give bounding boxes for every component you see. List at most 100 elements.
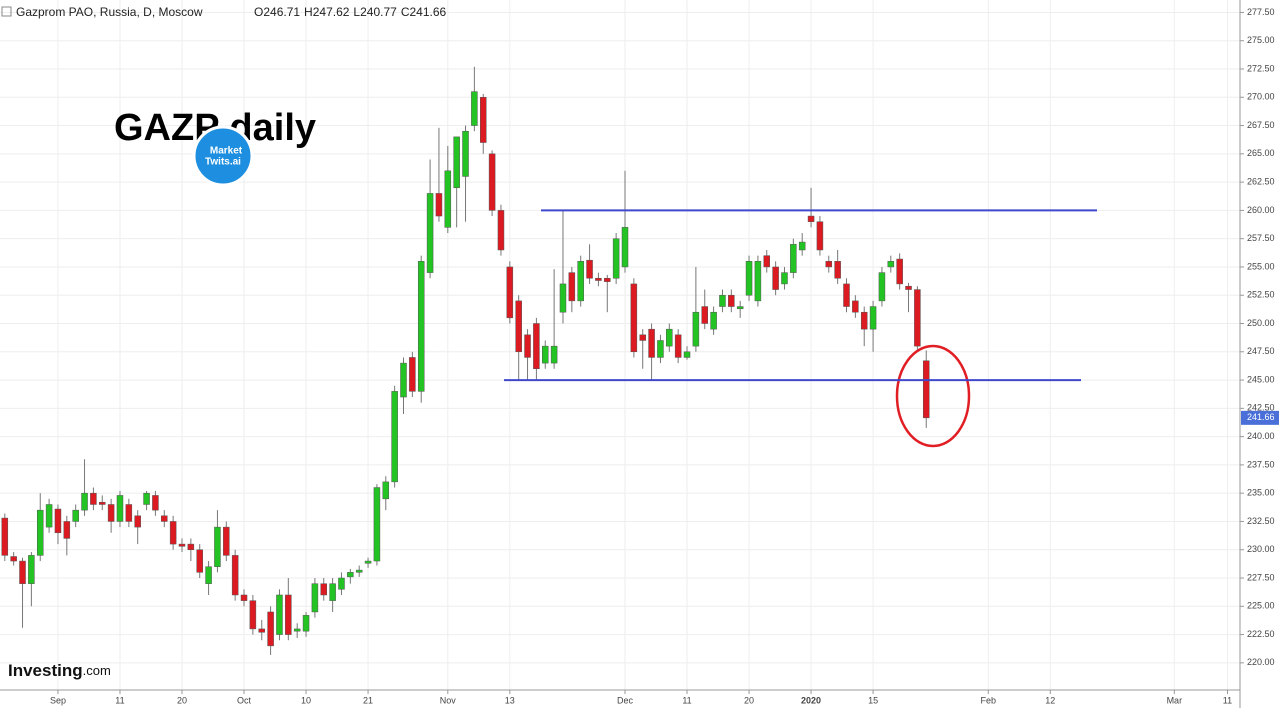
candle-body	[311, 583, 319, 613]
candle-body	[196, 549, 203, 573]
candle-body	[657, 340, 664, 358]
candle-body	[223, 526, 230, 556]
ohlc-letter: H	[304, 5, 313, 19]
ohlc-letter: O	[254, 5, 263, 19]
x-tick-label: 15	[868, 695, 878, 705]
candle-body	[471, 91, 478, 126]
candle-body	[400, 362, 407, 398]
candle-body	[878, 272, 886, 302]
candle-body	[922, 360, 930, 419]
candle-body	[515, 300, 522, 353]
candle-body	[896, 258, 903, 285]
y-tick-label: 240.00	[1247, 431, 1275, 441]
candle-body	[338, 577, 345, 590]
logo-circle	[192, 125, 254, 187]
candle-body	[595, 278, 602, 281]
candle-body	[187, 543, 195, 550]
brand-suffix: .com	[83, 663, 111, 678]
candle-body	[852, 300, 859, 313]
candle-body	[497, 210, 505, 251]
candle-body	[320, 583, 328, 596]
candle-body	[604, 278, 611, 282]
y-tick-label: 250.00	[1247, 318, 1275, 328]
candle-body	[285, 594, 292, 635]
candle-body	[825, 261, 833, 268]
candle-body	[364, 560, 372, 564]
y-tick-label: 245.00	[1247, 374, 1275, 384]
collapse-icon[interactable]	[1, 6, 12, 17]
candle-body	[293, 628, 301, 632]
candle-body	[860, 311, 868, 330]
candle-body	[99, 501, 106, 505]
candle-body	[692, 311, 700, 347]
candle-body	[347, 572, 354, 578]
candle-body	[444, 170, 452, 228]
candle-body	[453, 136, 460, 189]
candle-body	[550, 345, 558, 364]
candle-body	[1, 517, 9, 556]
x-tick-label: Nov	[440, 695, 457, 705]
candle-body	[586, 259, 593, 279]
ohlc-value: 240.77	[360, 5, 397, 19]
candle-body	[72, 509, 79, 522]
brand-name: Investing	[8, 661, 83, 680]
x-tick-label: Feb	[981, 695, 997, 705]
candle-body	[417, 261, 425, 392]
candle-body	[683, 351, 691, 358]
candle-body	[790, 244, 797, 273]
x-tick-label: Mar	[1167, 695, 1183, 705]
ohlc-legend: O246.71 H247.62 L240.77 C241.66	[254, 5, 447, 19]
candle-body	[63, 521, 71, 539]
ohlc-letter: L	[353, 5, 360, 19]
candle-body	[630, 283, 638, 353]
candle-body	[506, 266, 514, 319]
y-tick-label: 270.00	[1247, 92, 1275, 102]
y-tick-label: 230.00	[1247, 544, 1275, 554]
candle-body	[719, 294, 726, 307]
y-tick-label: 255.00	[1247, 261, 1275, 271]
candle-body	[542, 345, 549, 364]
candle-body	[409, 357, 416, 392]
candle-body	[621, 227, 629, 268]
candle-body	[258, 628, 265, 633]
x-tick-label: 12	[1045, 695, 1055, 705]
candle-body	[249, 600, 257, 630]
logo-text: Market	[210, 146, 243, 157]
candle-body	[559, 283, 567, 313]
ohlc-value: 247.62	[313, 5, 350, 19]
candle-body	[648, 328, 655, 358]
y-tick-label: 272.50	[1247, 63, 1275, 73]
y-tick-label: 257.50	[1247, 233, 1275, 243]
candle-body	[479, 97, 487, 143]
x-tick-label: 11	[682, 695, 691, 705]
x-tick-label: Oct	[237, 695, 252, 705]
y-tick-label: 232.50	[1247, 516, 1275, 526]
price-label-bg	[1241, 410, 1279, 425]
x-tick-label: 20	[177, 695, 187, 705]
candle-body	[887, 261, 895, 268]
ohlc-value: 241.66	[409, 5, 446, 19]
candle-body	[781, 272, 788, 285]
y-tick-label: 260.00	[1247, 205, 1275, 215]
candle-body	[666, 328, 673, 347]
candle-body	[90, 492, 97, 505]
x-tick-label: 20	[744, 695, 754, 705]
y-tick-label: 267.50	[1247, 120, 1275, 130]
candle-body	[214, 526, 221, 567]
candle-body	[302, 615, 310, 632]
candle-body	[36, 509, 44, 556]
candle-body	[10, 556, 17, 562]
candle-body	[205, 566, 212, 584]
candle-body	[267, 611, 274, 647]
logo-text: Twits.ai	[205, 157, 241, 168]
candle-body	[161, 515, 168, 522]
candle-body	[382, 481, 390, 500]
candle-body	[524, 334, 531, 358]
candle-body	[373, 487, 381, 562]
candle-body	[736, 306, 744, 310]
y-tick-label: 237.50	[1247, 459, 1275, 469]
y-tick-label: 242.50	[1247, 403, 1275, 413]
candle-body	[152, 495, 159, 511]
